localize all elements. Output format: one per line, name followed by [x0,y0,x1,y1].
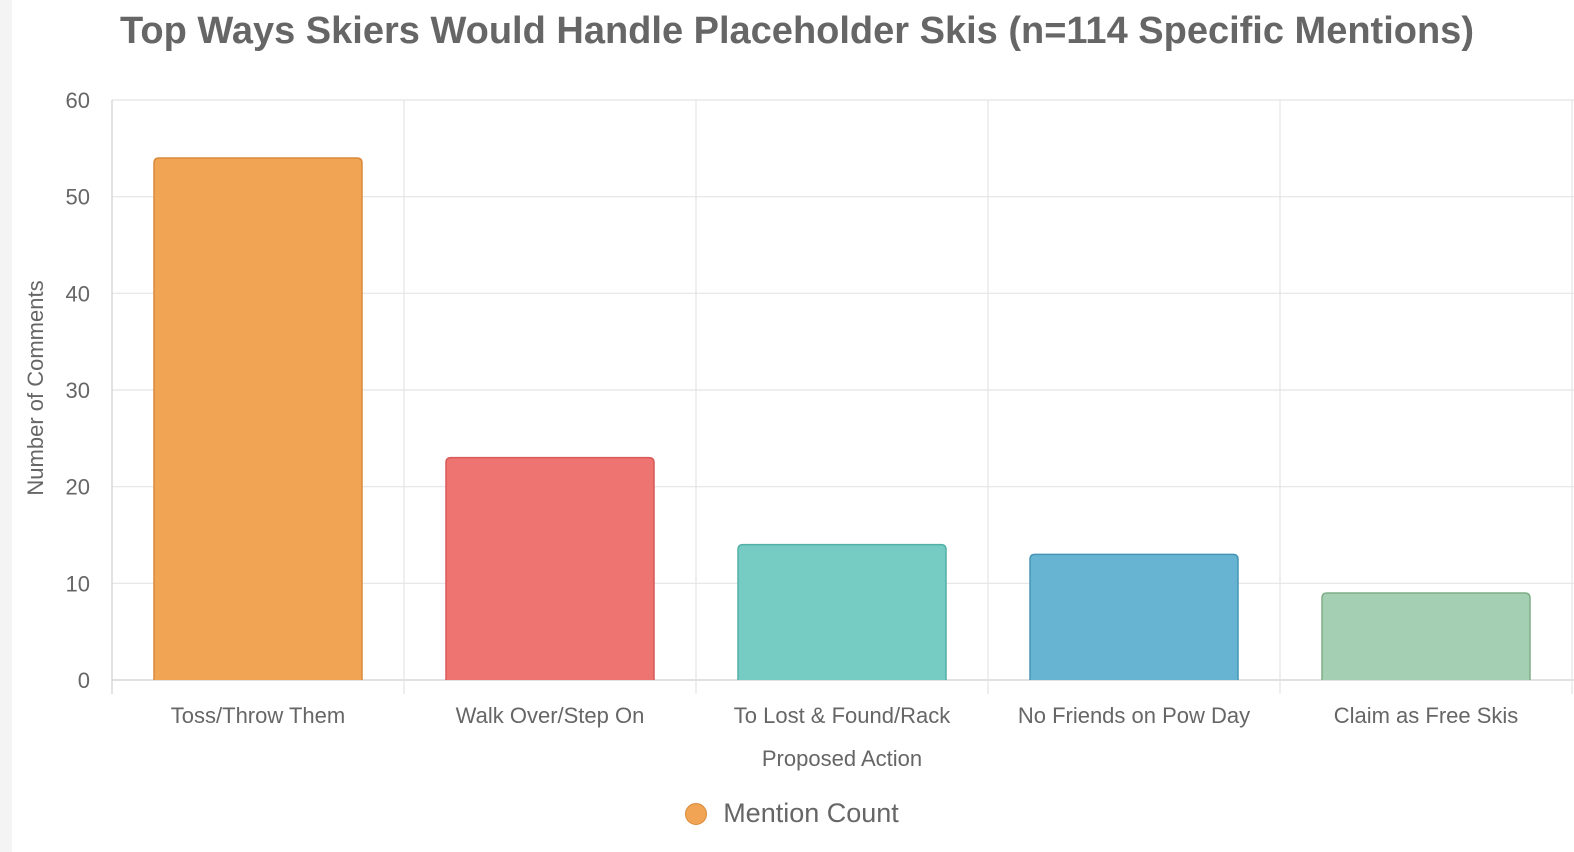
y-axis-title: Number of Comments [23,280,48,495]
y-tick-label: 30 [66,378,90,403]
x-tick-label: Toss/Throw Them [171,703,345,728]
y-tick-label: 50 [66,185,90,210]
bar [1029,553,1239,680]
y-tick-label: 10 [66,571,90,596]
bar [1321,592,1531,680]
bar-chart: 0 10 20 30 40 50 60 Toss/Throw Them Walk Over/St… [23,88,1574,771]
x-tick-label: Walk Over/Step On [456,703,645,728]
legend-label: Mention Count [723,798,899,828]
legend-swatch-icon [685,802,708,825]
bar [153,157,363,680]
x-axis-title: Proposed Action [762,746,922,771]
y-tick-label: 0 [78,668,90,693]
x-tick-label: No Friends on Pow Day [1018,703,1250,728]
chart-title: Top Ways Skiers Would Handle Placeholder… [120,10,1474,52]
x-tick-label: Claim as Free Skis [1334,703,1519,728]
y-tick-label: 40 [66,281,90,306]
bar [445,456,655,680]
left-margin-strip [0,0,12,852]
bar [737,543,947,680]
legend[interactable]: Mention Count [0,798,1574,829]
x-tick-label: To Lost & Found/Rack [734,703,951,728]
y-tick-label: 60 [66,88,90,113]
y-tick-label: 20 [66,475,90,500]
